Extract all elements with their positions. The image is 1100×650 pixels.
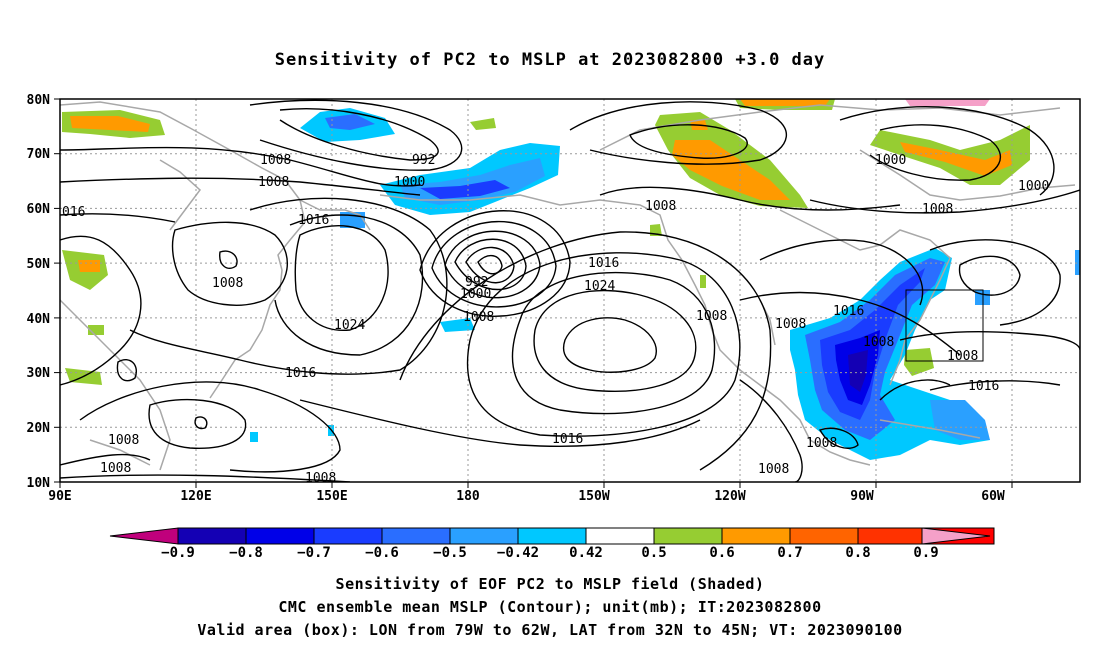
colorbar-left-triangle	[109, 527, 179, 545]
caption-shaded: Sensitivity of EOF PC2 to MSLP field (Sh…	[335, 575, 765, 593]
colorbar-cell	[789, 527, 859, 545]
colorbar-label-m07: −0.7	[297, 545, 331, 561]
colorbar-label-m042: −0.42	[497, 545, 539, 561]
contour-label-992-b: 992	[465, 275, 488, 290]
contour-label-1016-c: 1016	[588, 256, 619, 271]
colorbar-label-p07: 0.7	[777, 545, 802, 561]
lat-label-60n: 60N	[27, 202, 51, 217]
contour-label-1016-d: 1016	[552, 432, 583, 447]
contour-label-1008-g: 1008	[645, 199, 676, 214]
contour-label-1008-m: 1008	[806, 436, 837, 451]
contour-label-1016-e: 1016	[833, 304, 864, 319]
positive-sensitivity-shading	[62, 99, 1030, 385]
colorbar-cell	[381, 527, 451, 545]
contour-label-1008-j: 1008	[775, 317, 806, 332]
contour-label-1000-d: 1000	[1018, 179, 1049, 194]
lon-label-60w: 60W	[981, 489, 1005, 504]
lat-label-20n: 20N	[27, 421, 51, 436]
contour-label-016: 016	[62, 205, 85, 220]
map-title: Sensitivity of PC2 to MSLP at 2023082800…	[274, 50, 826, 70]
lat-axis: 80N 70N 60N 50N 40N 30N 20N 10N	[27, 93, 60, 491]
contour-label-1008-e: 1008	[100, 461, 131, 476]
coastlines	[60, 101, 1076, 471]
lat-label-70n: 70N	[27, 147, 51, 162]
colorbar-cell	[653, 527, 723, 545]
contour-label-1008-k: 1008	[863, 335, 894, 350]
colorbar-label-p042: 0.42	[569, 545, 603, 561]
contour-label-1024-a: 1024	[334, 318, 365, 333]
colorbar-cell	[449, 527, 519, 545]
contour-label-1008-d: 1008	[108, 433, 139, 448]
colorbar-cell	[245, 527, 315, 545]
contour-label-1008-h: 1008	[696, 309, 727, 324]
negative-sensitivity-shading	[250, 108, 1080, 460]
lon-label-90w: 90W	[850, 489, 874, 504]
contour-label-1024-b: 1024	[584, 279, 615, 294]
lat-label-10n: 10N	[27, 476, 51, 491]
colorbar-label-m08: −0.8	[229, 545, 263, 561]
valid-area-box	[905, 289, 984, 362]
colorbar-cell	[585, 527, 655, 545]
contour-label-1008-a: 1008	[260, 153, 291, 168]
lat-label-50n: 50N	[27, 257, 51, 272]
colorbar-cell	[857, 527, 927, 545]
contour-label-1000-c: 1000	[875, 153, 906, 168]
colorbar-label-m06: −0.6	[365, 545, 399, 561]
colorbar-cell	[313, 527, 383, 545]
lon-label-180: 180	[456, 489, 480, 504]
lon-label-90e: 90E	[48, 489, 71, 504]
contour-label-1008-l: 1008	[947, 349, 978, 364]
lon-label-150w: 150W	[578, 489, 609, 504]
lon-label-150e: 150E	[316, 489, 347, 504]
colorbar: −0.9 −0.8 −0.7 −0.6 −0.5 −0.42 0.42 0.5 …	[109, 527, 995, 561]
lat-label-80n: 80N	[27, 93, 51, 108]
lon-label-120e: 120E	[180, 489, 211, 504]
lon-axis: 90E 120E 150E 180 150W 120W 90W 60W	[48, 482, 1013, 504]
colorbar-right-triangle	[921, 527, 991, 545]
colorbar-cells	[177, 527, 995, 545]
map-plot-area: 1008 1008 992 1000 016 1016 1008 1024 10…	[60, 99, 1080, 486]
contour-label-1008-o: 1008	[305, 471, 336, 486]
caption-contour: CMC ensemble mean MSLP (Contour); unit(m…	[278, 598, 822, 616]
colorbar-label-m05: −0.5	[433, 545, 467, 561]
contour-label-1016-a: 1016	[298, 213, 329, 228]
lat-label-30n: 30N	[27, 366, 51, 381]
mslp-contours	[60, 99, 1080, 482]
colorbar-label-m09: −0.9	[161, 545, 195, 561]
colorbar-label-p09: 0.9	[913, 545, 938, 561]
contour-label-992-a: 992	[412, 153, 435, 168]
colorbar-cell	[721, 527, 791, 545]
contour-label-1008-f: 1008	[463, 310, 494, 325]
caption-valid-area: Valid area (box): LON from 79W to 62W, L…	[197, 621, 903, 639]
colorbar-label-p05: 0.5	[641, 545, 666, 561]
lon-label-120w: 120W	[714, 489, 745, 504]
lat-label-40n: 40N	[27, 312, 51, 327]
contour-label-1000-a: 1000	[394, 175, 425, 190]
colorbar-cell	[177, 527, 247, 545]
contour-label-1000-b: 1000	[460, 287, 491, 302]
contour-label-1008-b: 1008	[258, 175, 289, 190]
contour-label-1008-i: 1008	[922, 202, 953, 217]
colorbar-label-p08: 0.8	[845, 545, 870, 561]
contour-label-1016-f: 1016	[968, 379, 999, 394]
contour-labels: 1008 1008 992 1000 016 1016 1008 1024 10…	[62, 153, 1049, 486]
contour-label-1008-n: 1008	[758, 462, 789, 477]
map-frame	[59, 98, 1081, 483]
colorbar-cell	[517, 527, 587, 545]
contour-label-1016-b: 1016	[285, 366, 316, 381]
colorbar-label-p06: 0.6	[709, 545, 734, 561]
contour-label-1008-c: 1008	[212, 276, 243, 291]
